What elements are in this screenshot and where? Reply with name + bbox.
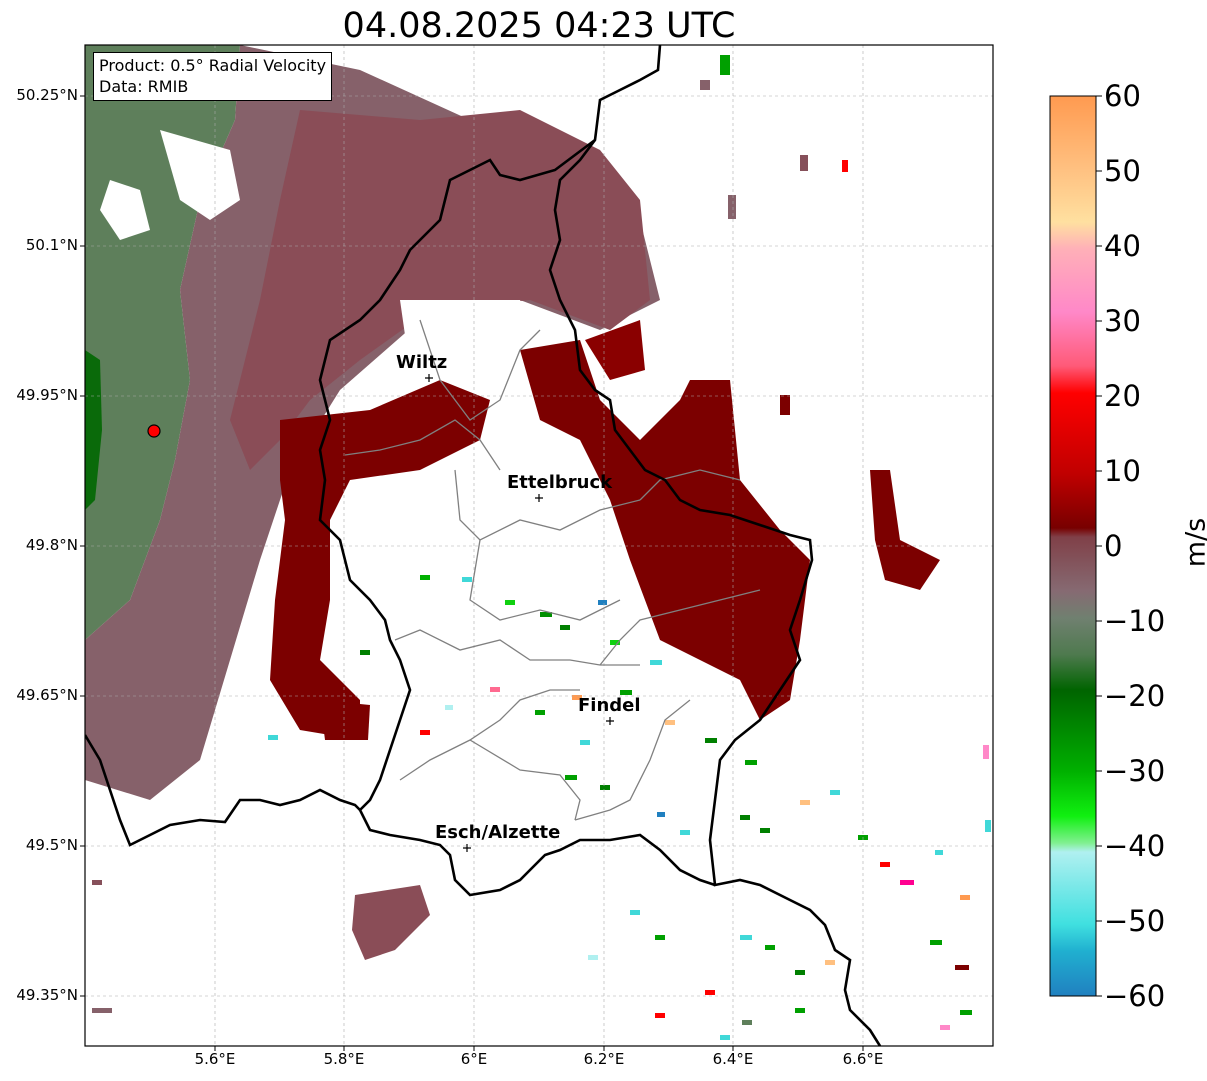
product-label: Product: 0.5° Radial Velocity [99,56,327,75]
lon-tick-label: 6.6°E [842,1050,884,1068]
lat-tick-label: 49.35°N [16,986,78,1004]
lat-tick-label: 49.8°N [25,536,78,554]
graticule [85,45,993,1046]
lat-tick-label: 49.65°N [16,686,78,704]
lat-tick-label: 49.5°N [25,836,78,854]
strong-negative-core [85,350,102,510]
scatter-echoes [92,55,991,1040]
radar-site-marker [147,424,161,438]
national-borders [85,45,882,1046]
data-source-label: Data: RMIB [99,77,189,96]
city-label-ettelbruck: Ettelbruck [507,472,613,493]
lon-tick-label: 5.6°E [194,1050,236,1068]
folded-velocity-ne [870,470,940,590]
no-echo-gap [160,130,240,220]
colorbar-tick-label: 40 [1104,229,1141,263]
colorbar-tick-label: 30 [1104,304,1141,338]
lat-tick-label: 50.1°N [25,236,78,254]
colorbar-tick-label: −40 [1104,829,1166,863]
colorbar-ticks [1096,95,1102,997]
colorbar-tick-label: 60 [1104,79,1141,113]
lon-tick-label: 6°E [460,1050,488,1068]
canton-borders [344,319,761,821]
colorbar-tick-label: −50 [1104,904,1166,938]
map-canvas [85,45,993,1046]
tick-marks [80,95,864,1051]
colorbar-tick-label: 50 [1104,154,1141,188]
folded-velocity-west [270,380,490,740]
city-markers [425,374,614,852]
no-echo-gap [400,300,540,380]
lon-tick-label: 6.4°E [712,1050,754,1068]
colorbar-tick-label: −60 [1104,979,1166,1013]
map-title: 04.08.2025 04:23 UTC [342,6,736,46]
city-marker-esch [463,844,471,852]
lat-tick-label: 49.95°N [16,386,78,404]
folded-velocity-north [585,320,645,380]
colorbar-tick-label: 0 [1104,529,1123,563]
lon-tick-label: 6.2°E [583,1050,625,1068]
city-marker-findel [606,717,614,725]
colorbar-tick-label: −30 [1104,754,1166,788]
folded-velocity-east [520,340,810,720]
product-info-box: Product: 0.5° Radial Velocity Data: RMIB [93,52,333,101]
lat-tick-label: 50.25°N [16,86,78,104]
colorbar-unit-label: m/s [1180,517,1207,568]
colorbar-tick-label: −10 [1104,604,1166,638]
city-marker-ettelbruck [535,494,543,502]
no-echo-gap [100,180,150,240]
city-label-esch: Esch/Alzette [435,822,560,843]
lon-tick-label: 5.8°E [323,1050,365,1068]
colorbar [1049,95,1097,997]
city-label-wiltz: Wiltz [396,352,447,373]
city-label-findel: Findel [578,695,641,716]
city-marker-wiltz [425,374,433,382]
colorbar-tick-label: 10 [1104,454,1141,488]
echo-cluster-south [352,885,430,960]
colorbar-tick-label: −20 [1104,679,1166,713]
echo-cluster-sw [320,700,370,740]
colorbar-tick-label: 20 [1104,379,1141,413]
positive-velocity-area [230,110,650,470]
